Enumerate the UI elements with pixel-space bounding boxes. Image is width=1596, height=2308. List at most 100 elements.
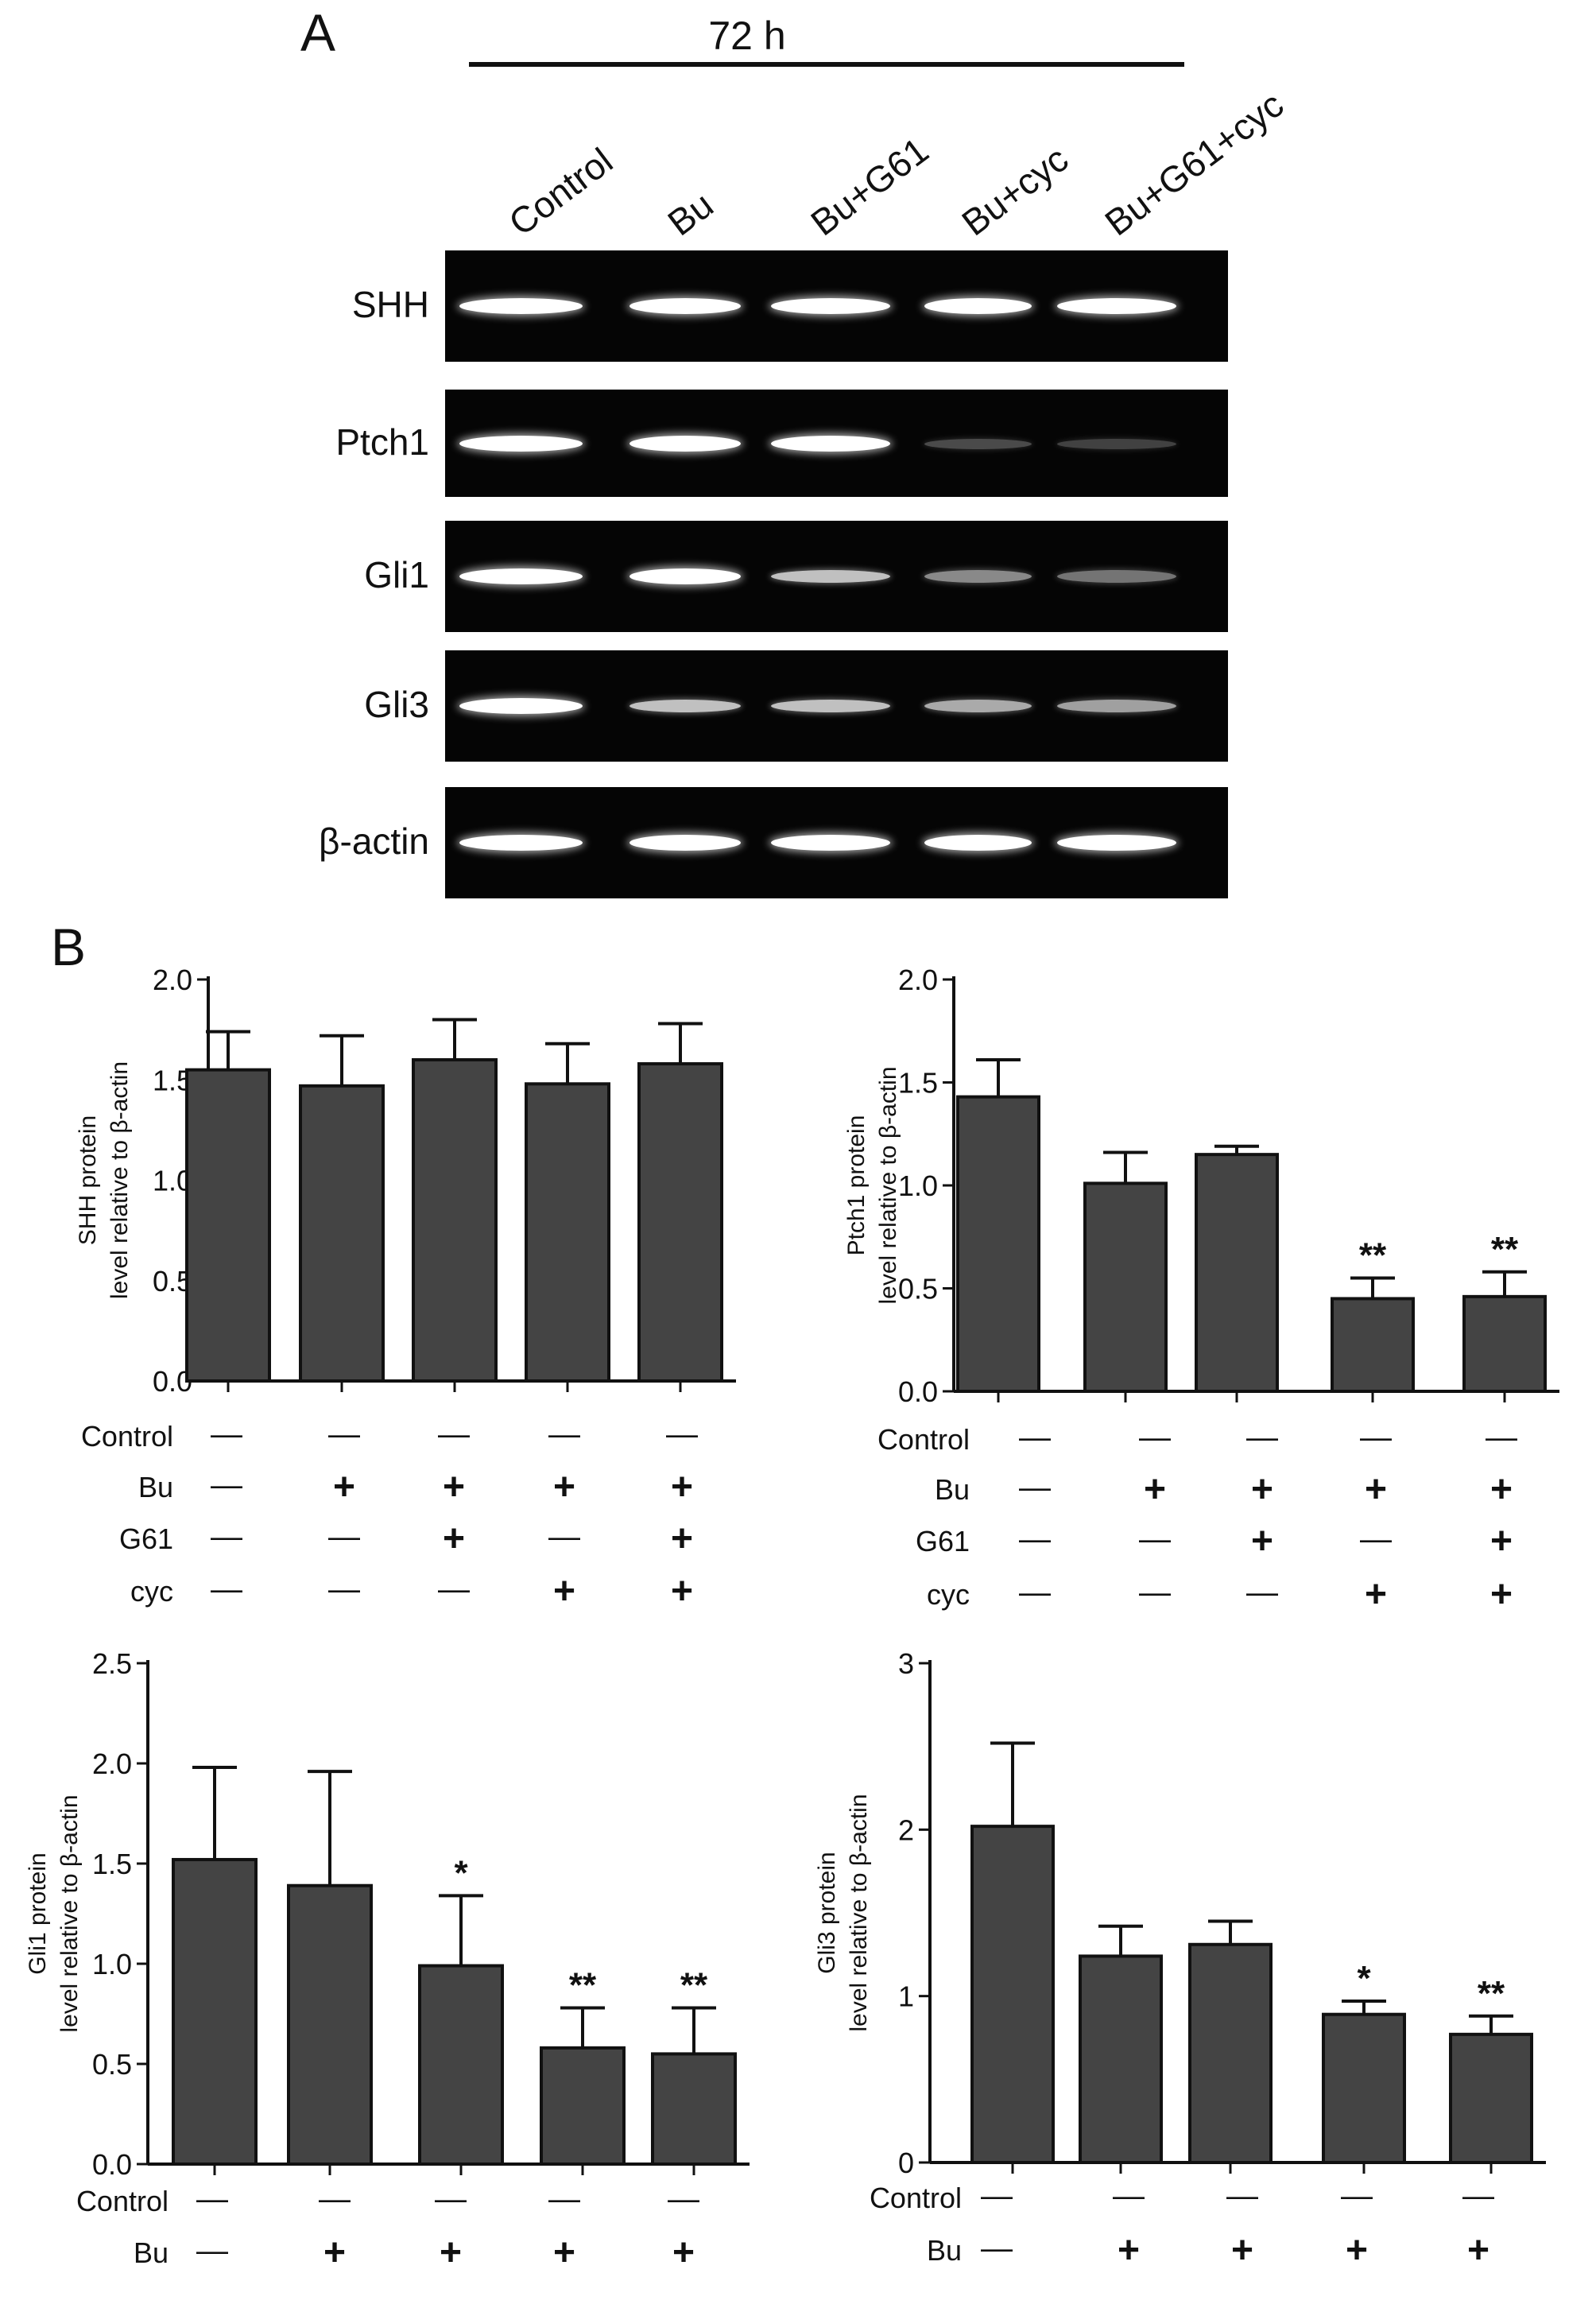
treatment-row-label: cyc bbox=[927, 1578, 970, 1611]
treatment-row-label: Control bbox=[81, 1420, 173, 1453]
treatment-plus: + bbox=[1467, 2229, 1489, 2271]
bar bbox=[1322, 2012, 1406, 2165]
treatment-plus: + bbox=[1365, 1573, 1387, 1616]
y-axis-label: Gli3 protein bbox=[814, 1852, 840, 1973]
y-tick-label: 0.5 bbox=[898, 1273, 938, 1305]
treatment-minus: — bbox=[1139, 1420, 1171, 1455]
treatment-minus: — bbox=[328, 1519, 360, 1554]
treatment-row-label: Bu bbox=[134, 2236, 169, 2269]
treatment-minus: — bbox=[666, 1417, 698, 1452]
treatment-minus: — bbox=[1360, 1522, 1392, 1557]
y-tick-label: 1.5 bbox=[898, 1067, 938, 1100]
treatment-plus: + bbox=[672, 2232, 695, 2274]
timepoint-bracket bbox=[469, 62, 1184, 67]
treatment-minus: — bbox=[328, 1572, 360, 1607]
treatment-minus: — bbox=[1019, 1522, 1051, 1557]
bar bbox=[418, 1964, 504, 2166]
y-axis-label: Gli1 protein bbox=[25, 1852, 51, 1974]
blot-band bbox=[771, 835, 890, 851]
y-tick-label: 2.5 bbox=[92, 1647, 132, 1680]
significance-marker: ** bbox=[680, 1965, 708, 2004]
treatment-row-label: Bu bbox=[935, 1473, 970, 1506]
treatment-plus: + bbox=[440, 2232, 462, 2274]
y-tick-label: 3 bbox=[898, 1647, 914, 1680]
y-tick-label: 2.0 bbox=[898, 964, 938, 996]
treatment-plus: + bbox=[443, 1466, 465, 1508]
treatment-plus: + bbox=[1490, 1573, 1513, 1616]
blot-band bbox=[771, 570, 890, 583]
y-tick-label: 1.0 bbox=[898, 1170, 938, 1202]
treatment-plus: + bbox=[1118, 2229, 1140, 2271]
treatment-row-label: Control bbox=[877, 1423, 970, 1456]
treatment-minus: — bbox=[1341, 2178, 1373, 2213]
blot-strip bbox=[445, 650, 1228, 762]
blot-band bbox=[924, 438, 1032, 449]
treatment-minus: — bbox=[548, 2182, 580, 2217]
blot-band bbox=[629, 568, 741, 584]
blot-band bbox=[629, 700, 741, 712]
y-axis-label: level relative to β-actin bbox=[56, 1794, 83, 2032]
blot-band bbox=[459, 698, 583, 714]
bar bbox=[287, 1883, 373, 2166]
blot-label: β-actin bbox=[319, 820, 429, 862]
blot-band bbox=[924, 700, 1032, 712]
treatment-minus: — bbox=[1139, 1575, 1171, 1610]
blot-band bbox=[924, 570, 1032, 583]
significance-marker: * bbox=[454, 1853, 468, 1892]
treatment-plus: + bbox=[1490, 1520, 1513, 1562]
y-tick-label: 0 bbox=[898, 2147, 914, 2179]
bar bbox=[651, 2052, 737, 2166]
treatment-minus: — bbox=[435, 2182, 467, 2217]
treatment-plus: + bbox=[1346, 2229, 1368, 2271]
treatment-plus: + bbox=[671, 1518, 693, 1560]
y-axis-label: level relative to β-actin bbox=[846, 1794, 872, 2031]
treatment-plus: + bbox=[1490, 1468, 1513, 1511]
treatment-minus: — bbox=[981, 2231, 1013, 2266]
blot-band bbox=[629, 298, 741, 314]
blot-label: Gli3 bbox=[364, 684, 429, 725]
panel-a-letter: A bbox=[300, 3, 336, 62]
y-tick-label: 1 bbox=[898, 1980, 914, 2013]
blot-band bbox=[1057, 570, 1176, 583]
bar bbox=[970, 1825, 1055, 2165]
significance-marker: ** bbox=[1478, 1974, 1505, 2013]
timepoint-label: 72 h bbox=[708, 14, 786, 58]
bar bbox=[1083, 1181, 1168, 1394]
treatment-plus: + bbox=[553, 1570, 575, 1612]
y-tick-label: 1.0 bbox=[92, 1948, 132, 1980]
bar bbox=[637, 1062, 723, 1383]
treatment-minus: — bbox=[1246, 1575, 1278, 1610]
treatment-plus: + bbox=[323, 2232, 346, 2274]
treatment-plus: + bbox=[1251, 1520, 1273, 1562]
treatment-minus: — bbox=[1139, 1522, 1171, 1557]
treatment-plus: + bbox=[553, 1466, 575, 1508]
bar bbox=[1195, 1153, 1279, 1394]
treatment-minus: — bbox=[196, 2182, 228, 2217]
treatment-minus: — bbox=[438, 1417, 470, 1452]
bar bbox=[540, 2046, 626, 2166]
treatment-plus: + bbox=[1365, 1468, 1387, 1511]
blot-band bbox=[771, 298, 890, 314]
bar bbox=[956, 1095, 1040, 1393]
bar bbox=[299, 1084, 385, 1383]
blot-strip bbox=[445, 521, 1228, 632]
blot-band bbox=[459, 835, 583, 851]
blot-strip bbox=[445, 390, 1228, 497]
bar bbox=[1079, 1954, 1163, 2165]
y-axis-label: Ptch1 protein bbox=[843, 1115, 870, 1256]
blot-band bbox=[459, 435, 583, 452]
treatment-minus: — bbox=[668, 2182, 699, 2217]
bar bbox=[1462, 1294, 1547, 1393]
treatment-plus: + bbox=[553, 2232, 575, 2274]
bar bbox=[185, 1068, 271, 1383]
blot-strip bbox=[445, 250, 1228, 362]
y-axis-label: SHH protein bbox=[75, 1115, 101, 1245]
blot-band bbox=[1057, 298, 1176, 314]
treatment-minus: — bbox=[1019, 1420, 1051, 1455]
y-axis-label: level relative to β-actin bbox=[875, 1066, 901, 1304]
treatment-minus: — bbox=[328, 1417, 360, 1452]
y-tick-label: 0.5 bbox=[92, 2048, 132, 2081]
y-tick-label: 2.0 bbox=[92, 1747, 132, 1780]
treatment-minus: — bbox=[1019, 1470, 1051, 1505]
treatment-minus: — bbox=[196, 2233, 228, 2268]
